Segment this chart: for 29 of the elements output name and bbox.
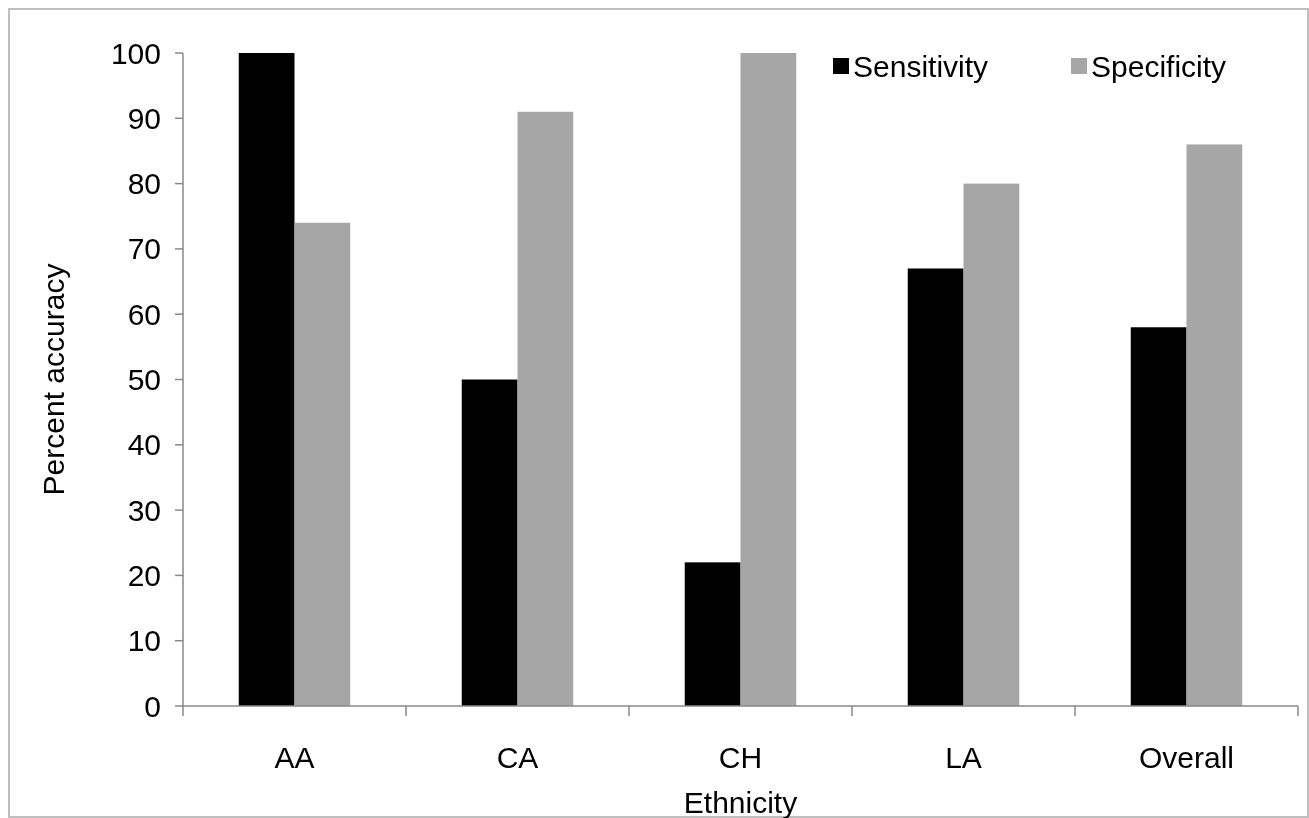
- y-tick-label: 0: [144, 689, 161, 723]
- y-tick-label: 20: [127, 558, 161, 592]
- y-tick-label: 60: [127, 297, 161, 331]
- x-tick-label: CH: [718, 741, 763, 774]
- y-tick-label: 80: [127, 167, 161, 201]
- bar: [294, 222, 351, 706]
- bar: [517, 111, 574, 706]
- bar: [740, 53, 797, 706]
- x-tick-label: AA: [274, 741, 315, 774]
- y-tick-label: 100: [110, 36, 161, 70]
- y-tick-label: 70: [127, 232, 161, 266]
- y-tick-label: 40: [127, 428, 161, 462]
- bar: [1130, 327, 1187, 706]
- y-tick-label: 90: [127, 101, 161, 135]
- y-tick-label: 10: [127, 624, 161, 658]
- bar: [907, 268, 964, 706]
- bar: [238, 53, 295, 706]
- x-tick-label: LA: [945, 741, 982, 774]
- x-tick-label: CA: [496, 741, 539, 774]
- y-tick-label: 30: [127, 493, 161, 527]
- bar: [963, 183, 1020, 706]
- x-tick-label: Overall: [1138, 741, 1235, 774]
- legend-label: Sensitivity: [853, 49, 989, 83]
- bar: [684, 562, 741, 706]
- y-tick-label: 50: [127, 363, 161, 396]
- y-axis-title: Percent accuracy: [37, 263, 70, 496]
- bar: [1186, 144, 1243, 706]
- legend-label: Specificity: [1091, 49, 1227, 83]
- bar: [461, 379, 518, 706]
